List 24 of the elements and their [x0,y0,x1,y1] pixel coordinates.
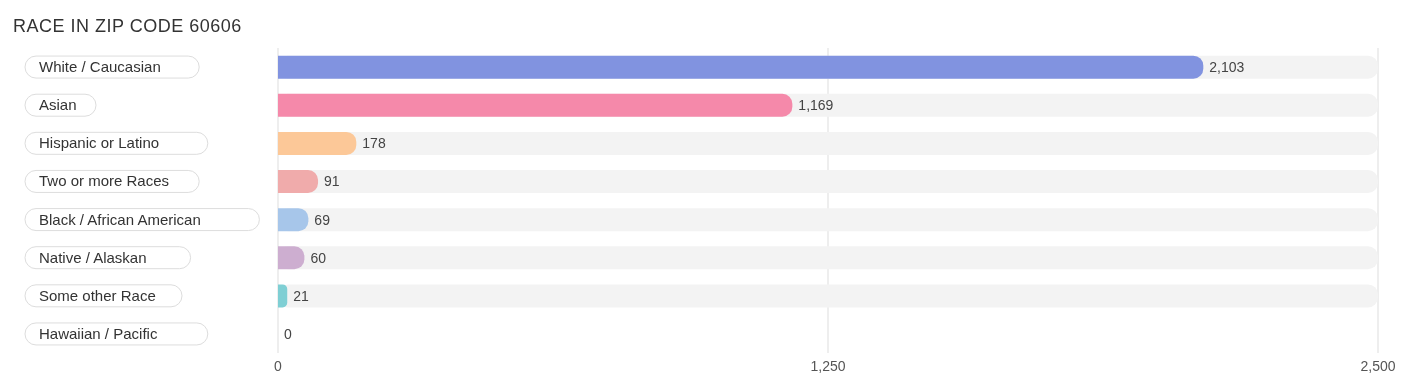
x-tick-label: 2,500 [1360,357,1396,374]
text: RACE IN ZIP CODE 60606 [12,15,243,38]
data-label: 69 [314,211,331,228]
data-label: 60 [310,249,327,266]
data-label: 21 [293,287,310,304]
y-tick-label: Asian [39,96,77,114]
y-tick-label: Native / Alaskan [39,248,147,266]
data-label: 178 [362,135,386,152]
data-label: 1,169 [798,97,834,114]
bar [278,284,288,308]
data-label: 91 [324,173,340,190]
y-tick-label: Black / African American [39,210,201,228]
y-tick-label: Hawaiian / Pacific [39,324,158,342]
y-tick-label: White / Caucasian [39,58,161,76]
bar [278,208,309,232]
data-label: 0 [284,325,292,342]
y-tick-label: Hispanic or Latino [39,134,160,152]
y-tick-label: Some other Race [39,286,156,304]
bar [278,170,319,193]
bar [278,131,357,155]
x-tick-label: 1,250 [810,357,846,374]
x-tick-label: 0 [274,357,283,374]
data-label: 2,103 [1209,59,1245,76]
y-tick-label: Two or more Races [39,172,170,190]
